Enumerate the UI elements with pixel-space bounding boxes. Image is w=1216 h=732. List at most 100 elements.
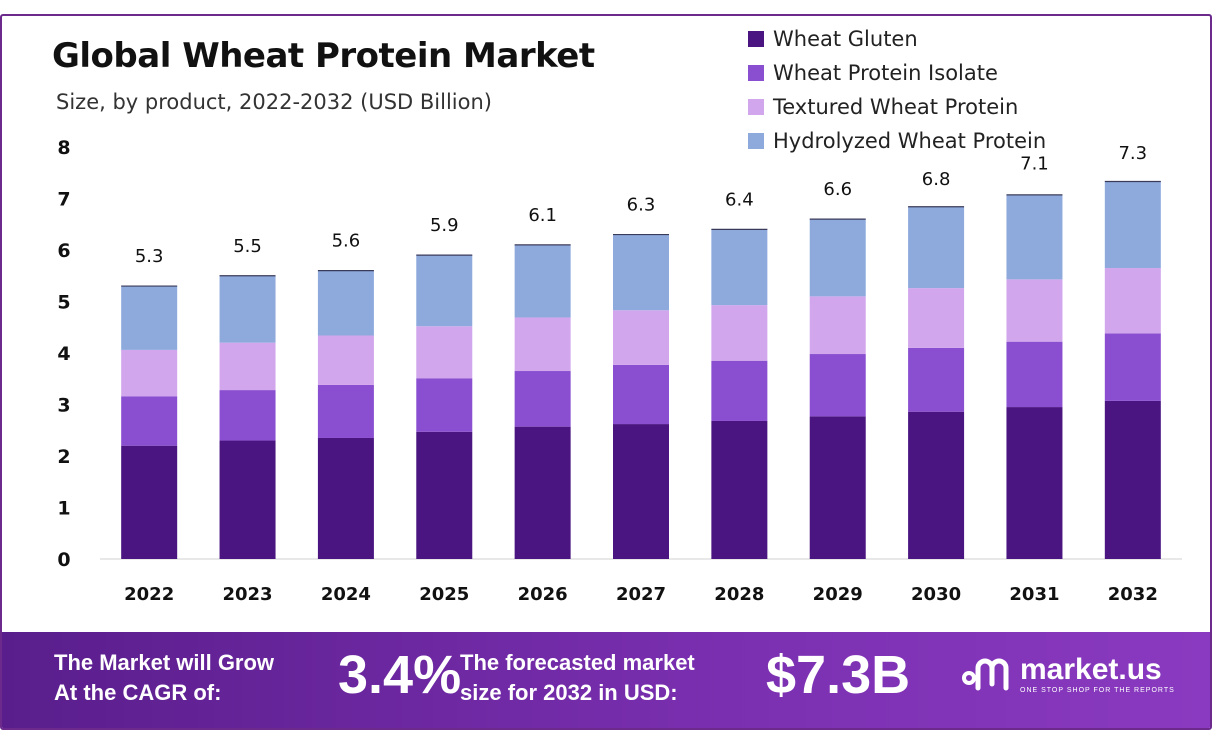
bar-segment xyxy=(613,424,669,559)
market-us-logo-icon xyxy=(962,658,1009,691)
bar-segment xyxy=(1006,279,1063,342)
bar-segment xyxy=(809,219,866,297)
legend-label: Textured Wheat Protein xyxy=(773,95,1019,119)
legend-label: Wheat Gluten xyxy=(773,27,918,51)
total-data-label: 5.5 xyxy=(233,236,262,257)
summary-banner: The Market will Grow At the CAGR of: 3.4… xyxy=(2,632,1210,728)
bar-segment xyxy=(1104,268,1161,334)
bar-segment xyxy=(809,296,866,355)
bar-segment xyxy=(1006,194,1063,280)
bar-segment xyxy=(514,244,571,318)
bar-segment xyxy=(317,270,374,336)
bar-segment xyxy=(219,342,276,391)
bar-segment xyxy=(514,317,571,372)
bar-segment xyxy=(219,390,276,441)
bar-segment xyxy=(613,310,669,365)
y-tick-label: 1 xyxy=(57,498,70,520)
bar-segment xyxy=(514,426,571,559)
total-data-label: 5.3 xyxy=(135,246,164,267)
bar-segment xyxy=(219,275,276,343)
total-data-label: 6.1 xyxy=(528,205,557,226)
y-tick-label: 0 xyxy=(57,549,70,571)
bar-segment xyxy=(416,326,473,379)
total-data-label: 6.3 xyxy=(627,195,656,216)
x-tick-label: 2025 xyxy=(419,584,469,605)
x-tick-label: 2022 xyxy=(124,584,174,605)
legend-label: Wheat Protein Isolate xyxy=(773,61,998,85)
bar-segment xyxy=(317,437,374,559)
cagr-value: 3.4% xyxy=(338,645,462,705)
forecast-label-line2: size for 2032 in USD: xyxy=(460,680,678,705)
y-tick-label: 4 xyxy=(57,343,70,365)
bar-segment xyxy=(121,445,178,559)
x-tick-label: 2030 xyxy=(911,584,961,605)
x-tick-label: 2031 xyxy=(1009,584,1059,605)
total-data-label: 5.6 xyxy=(332,231,361,252)
chart-legend: Wheat Gluten Wheat Protein Isolate Textu… xyxy=(748,22,1046,158)
bar-segment xyxy=(809,416,866,559)
total-data-label: 6.4 xyxy=(725,189,754,210)
logo-tagline: ONE STOP SHOP FOR THE REPORTS xyxy=(1020,686,1175,694)
total-data-label: 6.8 xyxy=(922,169,951,190)
chart-frame: Global Wheat Protein Market Size, by pro… xyxy=(0,14,1212,730)
x-tick-label: 2032 xyxy=(1108,584,1158,605)
bar-segment xyxy=(1104,181,1161,269)
legend-swatch xyxy=(748,99,764,115)
bar-segment xyxy=(317,384,374,438)
y-tick-label: 2 xyxy=(57,446,70,468)
forecast-label: The forecasted market size for 2032 in U… xyxy=(460,648,695,708)
x-tick-label: 2028 xyxy=(714,584,764,605)
legend-item-textured-wheat-protein: Textured Wheat Protein xyxy=(748,90,1046,124)
bar-segment xyxy=(1104,400,1161,559)
cagr-label-line2: At the CAGR of: xyxy=(54,680,222,705)
bar-segment xyxy=(908,206,965,289)
x-tick-label: 2024 xyxy=(321,584,371,605)
x-tick-label: 2029 xyxy=(813,584,863,605)
total-data-label: 5.9 xyxy=(430,215,459,236)
bar-segment xyxy=(121,396,178,446)
legend-swatch xyxy=(748,133,764,149)
forecast-value: $7.3B xyxy=(766,645,911,705)
total-data-label: 7.3 xyxy=(1118,143,1147,164)
y-tick-label: 6 xyxy=(57,240,70,262)
bar-segment xyxy=(1104,333,1161,401)
legend-item-hydrolyzed-wheat-protein: Hydrolyzed Wheat Protein xyxy=(748,124,1046,158)
bar-chart: 0 1 2 3 4 5 6 7 8 5.3 2022 5.5 2023 5.6 2024 5.9 2025 6.1… xyxy=(57,137,1182,605)
y-tick-label: 8 xyxy=(57,137,70,159)
bar-segment xyxy=(908,411,965,559)
bar-segment xyxy=(1006,407,1063,559)
bar-segment xyxy=(1006,341,1063,408)
total-data-label: 6.6 xyxy=(823,179,852,200)
y-tick-label: 3 xyxy=(57,395,70,417)
bar-segment xyxy=(121,286,178,350)
legend-item-wheat-protein-isolate: Wheat Protein Isolate xyxy=(748,56,1046,90)
legend-swatch xyxy=(748,65,764,81)
bar-segment xyxy=(613,364,669,425)
bar-segment xyxy=(514,371,571,427)
chart-title: Global Wheat Protein Market xyxy=(52,36,595,76)
bar-segment xyxy=(416,255,473,327)
total-data-label: 7.1 xyxy=(1020,153,1049,174)
bar-segment xyxy=(711,360,768,421)
logo-name: market.us xyxy=(1020,652,1162,686)
x-tick-label: 2027 xyxy=(616,584,666,605)
bar-segment xyxy=(711,420,768,559)
y-tick-label: 5 xyxy=(57,292,70,314)
bar-segment xyxy=(317,335,374,385)
forecast-label-line1: The forecasted market xyxy=(460,650,695,675)
bar-segment xyxy=(416,431,473,559)
bar-segment xyxy=(711,229,768,306)
x-tick-label: 2023 xyxy=(222,584,272,605)
bar-segment xyxy=(908,288,965,348)
cagr-label-line1: The Market will Grow xyxy=(54,650,275,675)
bar-segment xyxy=(121,349,178,397)
x-tick-label: 2026 xyxy=(518,584,568,605)
bar-segment xyxy=(416,378,473,432)
bar-segment xyxy=(908,347,965,412)
bar-segment xyxy=(613,234,669,311)
cagr-label: The Market will Grow At the CAGR of: xyxy=(54,648,274,708)
legend-label: Hydrolyzed Wheat Protein xyxy=(773,129,1047,153)
bar-segment xyxy=(219,440,276,559)
chart-subtitle: Size, by product, 2022-2032 (USD Billion… xyxy=(56,90,492,114)
market-us-logo: market.us ONE STOP SHOP FOR THE REPORTS xyxy=(962,654,1175,694)
